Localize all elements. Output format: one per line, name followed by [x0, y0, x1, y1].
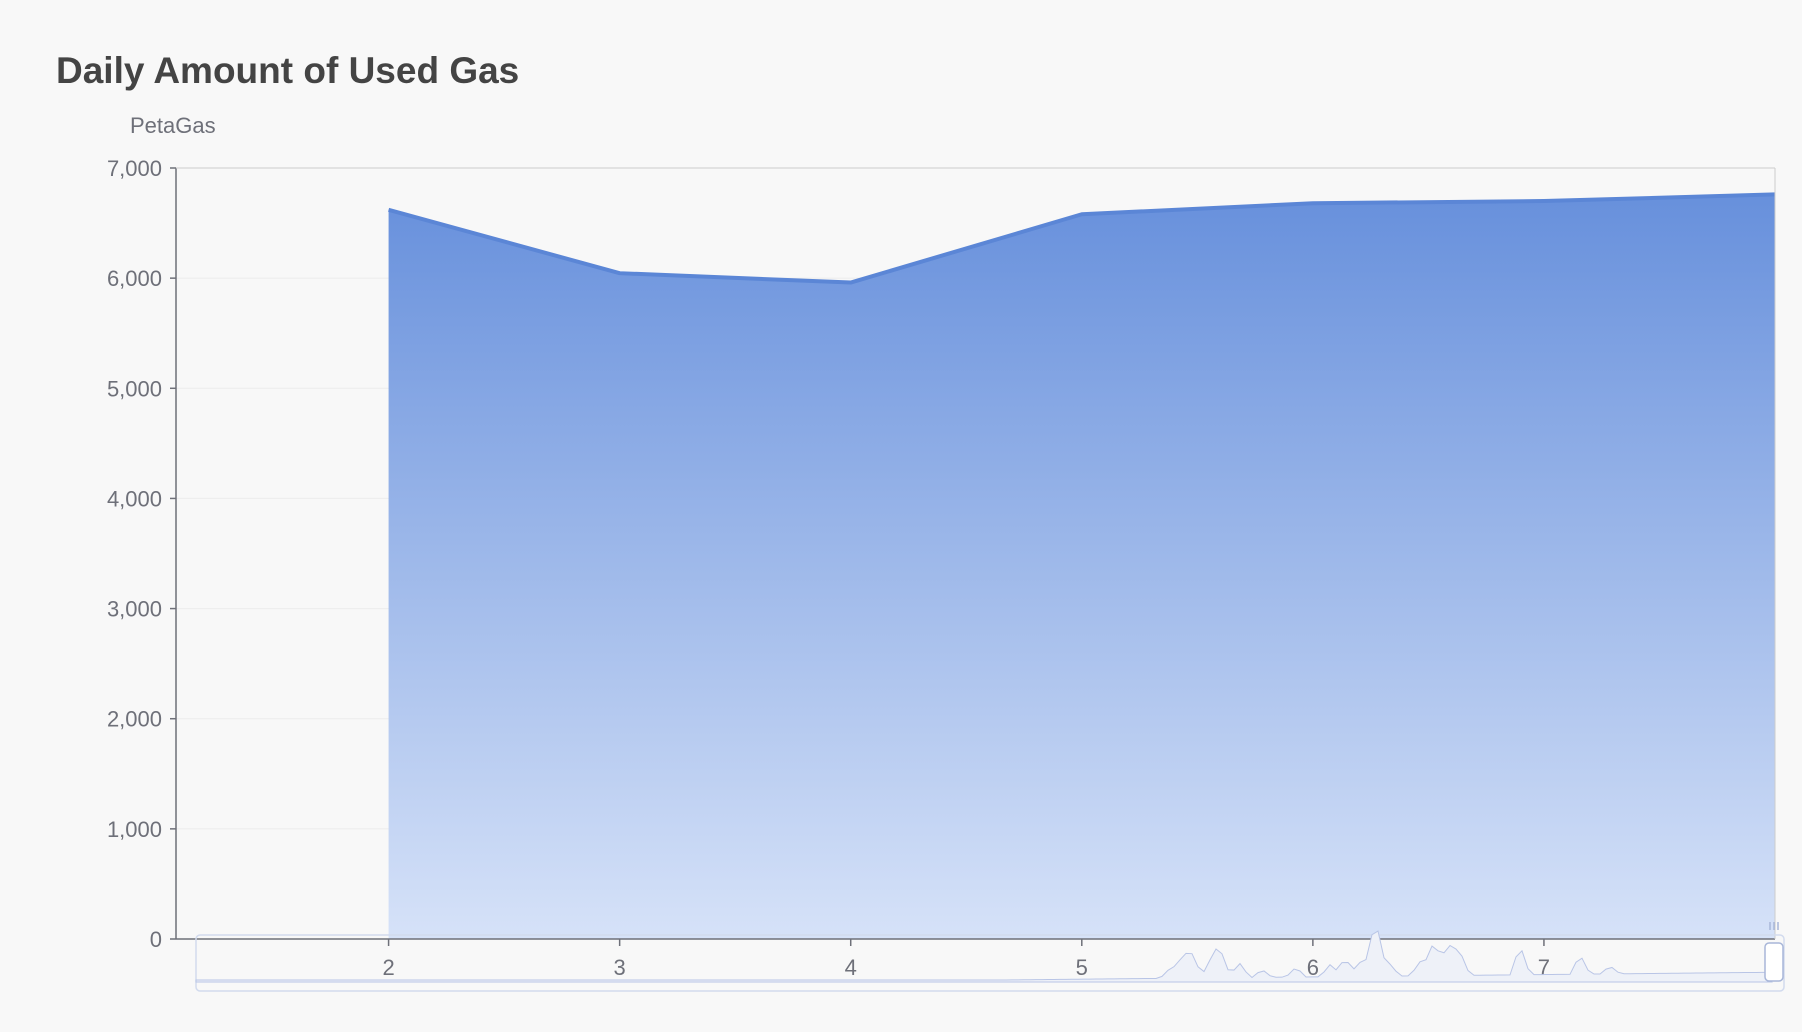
x-tick-label: 7 — [1538, 955, 1550, 980]
area-series — [388, 192, 1776, 940]
axes — [175, 167, 1776, 940]
slider-preview-line — [195, 930, 1773, 983]
slider-grip-icon[interactable] — [1769, 922, 1779, 930]
data-zoom-slider[interactable] — [195, 922, 1785, 992]
x-tick-label: 6 — [1307, 955, 1319, 980]
y-tick-label: 0 — [150, 927, 162, 952]
x-axis-ticks: 2 3 4 5 6 7 — [382, 939, 1550, 980]
y-axis-ticks: 0 1,000 2,000 3,000 4,000 5,000 6,000 7,000 — [107, 156, 176, 952]
chart-title: Daily Amount of Used Gas — [56, 50, 520, 91]
y-tick-label: 3,000 — [107, 597, 162, 622]
y-axis-unit-label: PetaGas — [130, 113, 216, 138]
y-tick-label: 6,000 — [107, 266, 162, 291]
y-tick-label: 1,000 — [107, 817, 162, 842]
area-fill — [388, 194, 1776, 940]
slider-track[interactable] — [195, 934, 1785, 992]
slider-handle[interactable] — [1764, 942, 1784, 982]
x-tick-label: 2 — [382, 955, 394, 980]
x-tick-label: 4 — [845, 955, 857, 980]
y-tick-label: 4,000 — [107, 486, 162, 511]
y-tick-label: 7,000 — [107, 156, 162, 181]
y-tick-label: 5,000 — [107, 376, 162, 401]
x-tick-label: 5 — [1076, 955, 1088, 980]
y-tick-label: 2,000 — [107, 707, 162, 732]
x-tick-label: 3 — [614, 955, 626, 980]
